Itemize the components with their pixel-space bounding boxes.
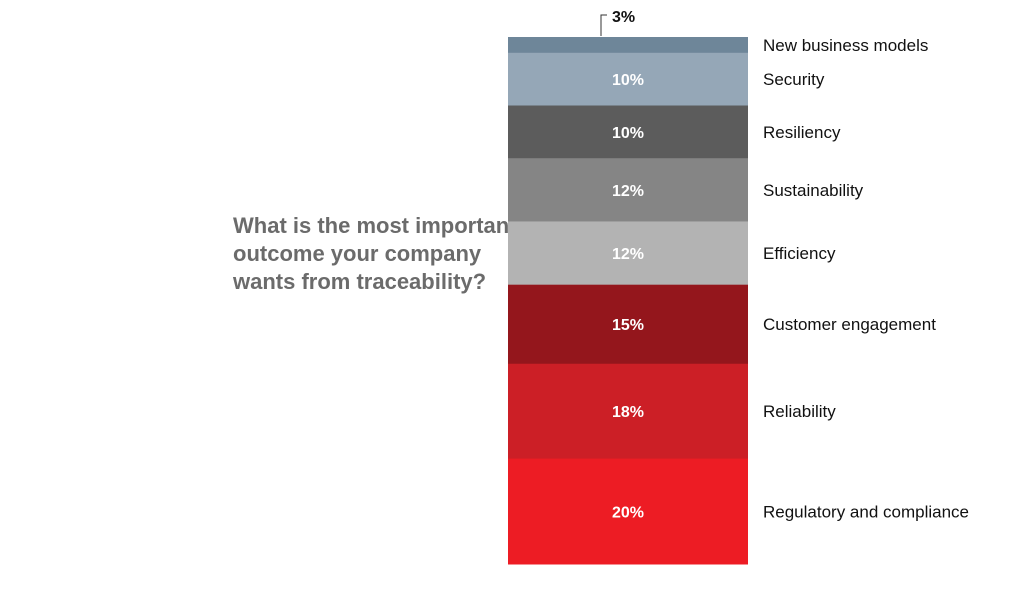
segment-value-label: 20% bbox=[612, 504, 644, 521]
category-label: Security bbox=[763, 70, 825, 89]
category-label: Reliability bbox=[763, 402, 836, 421]
leader-line bbox=[600, 14, 607, 36]
category-label: Customer engagement bbox=[763, 315, 936, 334]
segment-value-label: 15% bbox=[612, 317, 644, 334]
bar-segment-7 bbox=[508, 363, 748, 460]
bar-segment-6 bbox=[508, 284, 748, 365]
segment-value-label: 12% bbox=[612, 246, 644, 263]
question-text: What is the most important outcome your … bbox=[233, 213, 517, 294]
segment-value-label: 10% bbox=[612, 125, 644, 142]
bar-segment-1 bbox=[508, 37, 748, 54]
bar-segment-3 bbox=[508, 105, 748, 159]
bar-segment-2 bbox=[508, 52, 748, 107]
bar-segment-4 bbox=[508, 158, 748, 222]
category-label: Regulatory and compliance bbox=[763, 502, 969, 521]
category-label: Efficiency bbox=[763, 244, 836, 263]
segment-value-label: 12% bbox=[612, 183, 644, 200]
segment-value-label: 10% bbox=[612, 72, 644, 89]
segment-value-label-external: 3% bbox=[612, 9, 635, 26]
segment-value-label: 18% bbox=[612, 404, 644, 421]
category-label: Resiliency bbox=[763, 123, 841, 142]
category-label: New business models bbox=[763, 36, 928, 55]
bar-segment-8 bbox=[508, 458, 748, 565]
bar-segment-5 bbox=[508, 221, 748, 286]
category-label: Sustainability bbox=[763, 181, 864, 200]
